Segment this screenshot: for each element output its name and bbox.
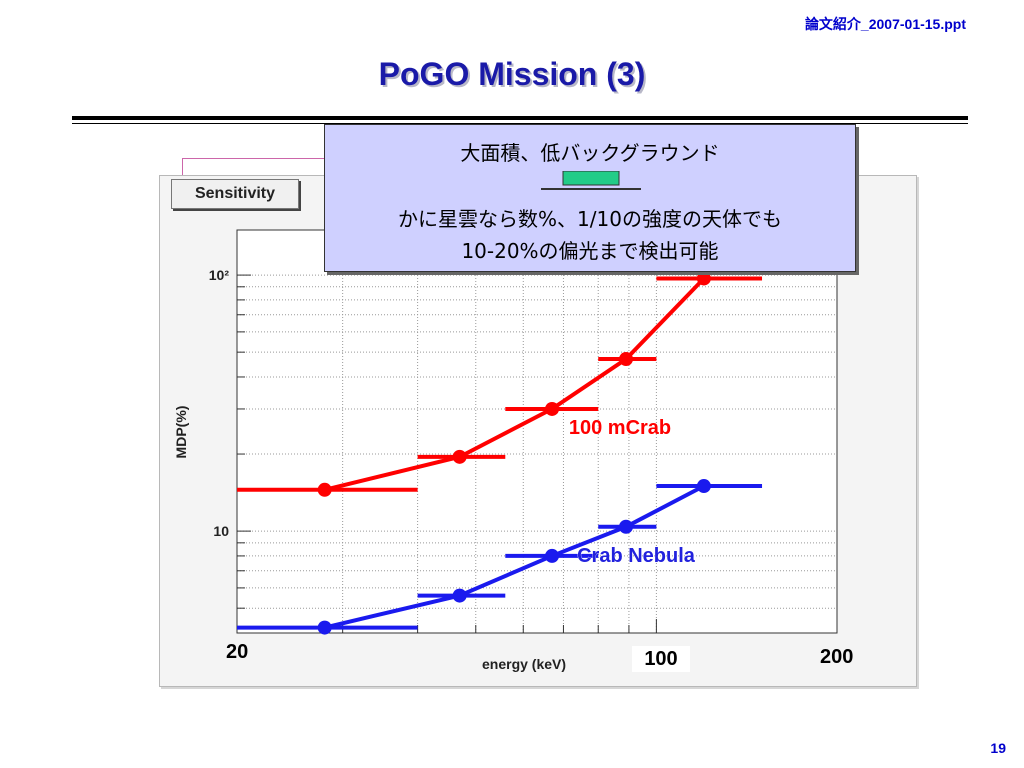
x-overlay-label-100: 100 <box>632 646 690 672</box>
data-point <box>452 449 467 464</box>
slide-title: PoGO Mission (3) <box>378 56 646 92</box>
series-100-mcrab <box>237 271 763 497</box>
x-axis-label: energy (keV) <box>482 656 567 672</box>
callout-line2: かに星雲なら数%、1/10の強度の天体でも <box>398 207 782 231</box>
y-tick-label: 10 <box>213 523 229 539</box>
data-point <box>619 519 634 534</box>
y-axis-label: MDP(%) <box>173 406 189 459</box>
annotation-label: Crab Nebula <box>577 545 696 567</box>
series-crab-nebula <box>237 479 763 635</box>
x-overlay-label-200: 200 <box>820 646 854 668</box>
annotation-label: 100 mCrab <box>569 417 671 439</box>
callout-line1: 大面積、低バックグラウンド <box>460 141 720 165</box>
plot-area <box>237 230 837 633</box>
x-overlay-label-20: 20 <box>226 641 249 663</box>
y-tick-label: 10² <box>209 267 230 283</box>
data-point <box>317 620 332 635</box>
data-point <box>696 479 711 494</box>
data-point <box>619 352 634 367</box>
title-rule-thick <box>72 116 968 120</box>
data-point <box>545 548 560 563</box>
filename-label: 論文紹介_2007-01-15.ppt <box>804 16 966 32</box>
data-point <box>696 271 711 286</box>
title-rule-thin <box>72 123 968 124</box>
data-point <box>452 588 467 603</box>
callout-box: 大面積、低バックグラウンド かに星雲なら数%、1/10の強度の天体でも 10-2… <box>324 124 856 272</box>
down-arrow-icon <box>541 171 641 190</box>
callout-line3: 10-20%の偏光まで検出可能 <box>461 239 719 263</box>
data-point <box>317 482 332 497</box>
page-number: 19 <box>990 740 1006 756</box>
data-point <box>545 401 560 416</box>
sensitivity-button[interactable]: Sensitivity <box>171 179 299 209</box>
